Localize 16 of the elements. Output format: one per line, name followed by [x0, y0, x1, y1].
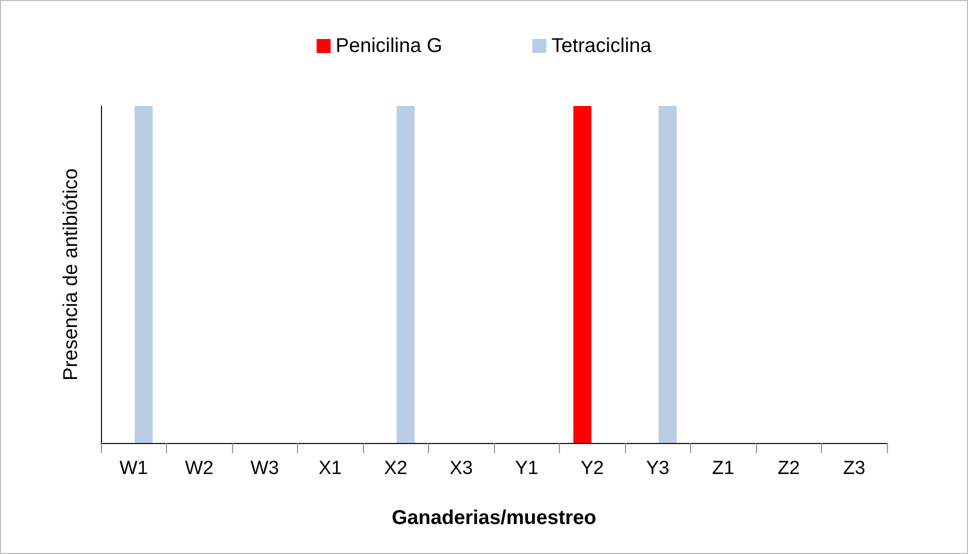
x-tick-label: W3: [250, 458, 279, 479]
x-tick-label: Z1: [712, 458, 734, 479]
x-tick-label: W1: [120, 458, 148, 479]
x-tick-label: W2: [185, 458, 214, 479]
x-tick-label: X3: [450, 458, 473, 479]
x-tick-label: X1: [318, 458, 342, 479]
x-tick-label: Y2: [580, 458, 604, 479]
x-tick-label: Y3: [646, 458, 670, 479]
x-tick-label: Z2: [778, 458, 800, 479]
x-axis-title: Ganaderias/muestreo: [392, 507, 596, 529]
legend-label: Penicilina G: [336, 35, 442, 57]
legend-label: Tetraciclina: [551, 35, 652, 57]
x-tick-label: Z3: [843, 458, 866, 479]
y-axis-title: Presencia de antibiótico: [60, 168, 82, 381]
x-tick-label: Y1: [515, 458, 538, 479]
x-tick-label: X2: [384, 458, 408, 479]
